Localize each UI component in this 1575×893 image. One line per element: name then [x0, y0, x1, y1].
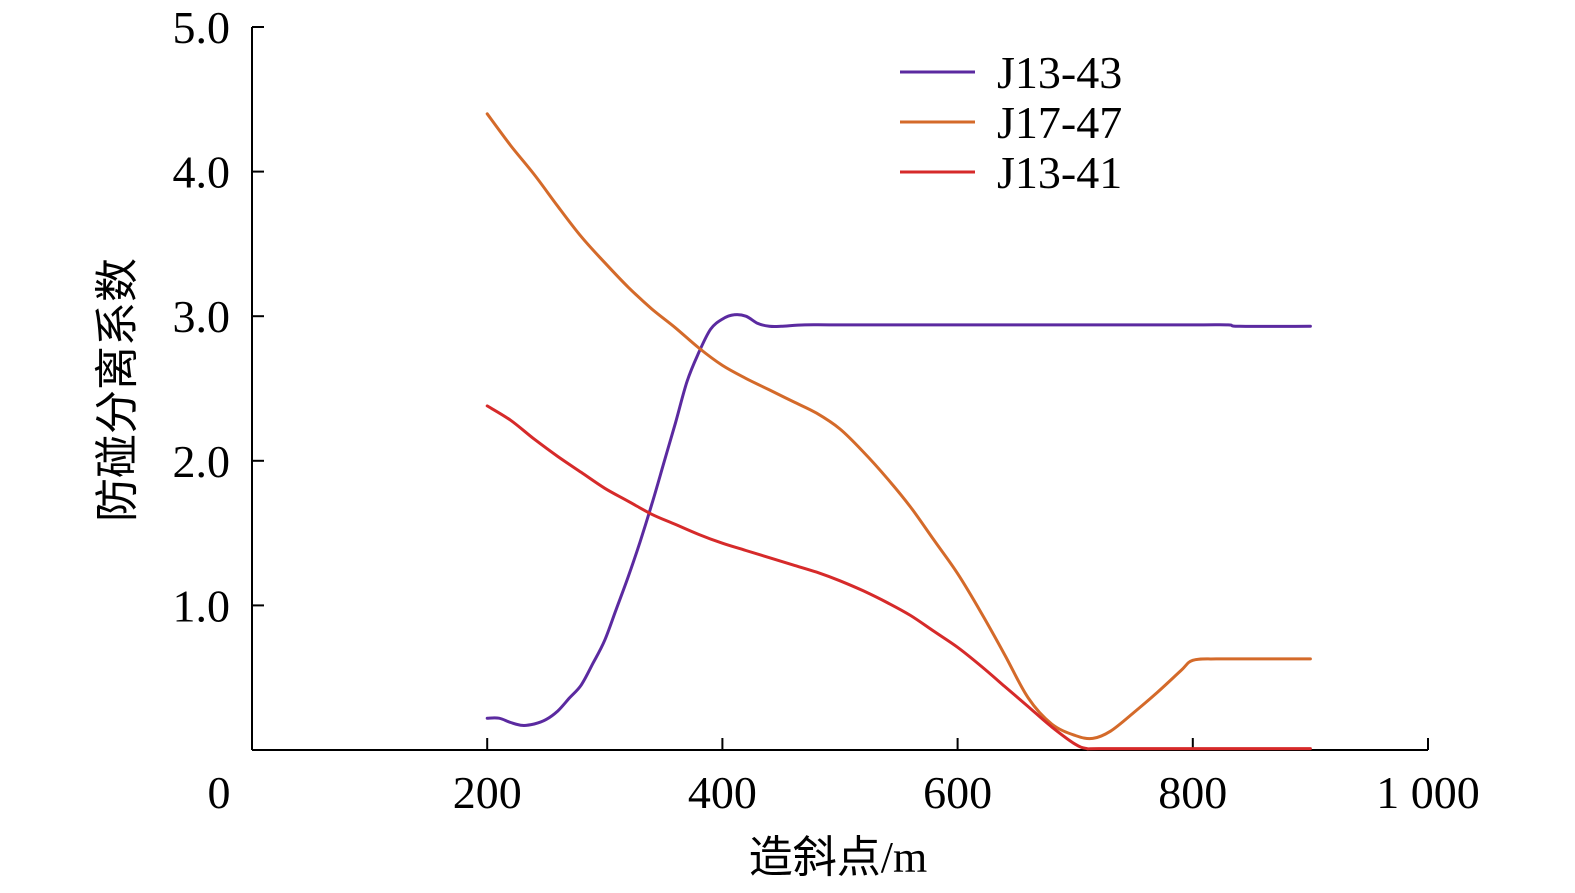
series-lines [485, 112, 1312, 751]
y-tick-label: 4.0 [173, 147, 231, 198]
x-axis-title: 造斜点/m [749, 833, 927, 882]
y-axis-ticks: 1.0 2.0 3.0 4.0 5.0 [173, 2, 264, 631]
x-tick-label: 600 [923, 767, 992, 818]
y-tick-label: 3.0 [173, 291, 231, 342]
x-tick-label: 1 000 [1376, 767, 1480, 818]
x-tick-label: 400 [688, 767, 757, 818]
x-tick-label: 200 [453, 767, 522, 818]
legend-label: J17-47 [997, 97, 1122, 148]
chart-axes [251, 27, 1428, 751]
series-line-j17-47 [485, 112, 1312, 741]
x-tick-label: 800 [1158, 767, 1227, 818]
legend-label: J13-43 [997, 47, 1122, 98]
x-tick-label: 0 [208, 767, 231, 818]
legend-label: J13-41 [997, 147, 1122, 198]
series-line-j13-41 [485, 404, 1312, 751]
y-axis-title: 防碰分离系数 [93, 258, 142, 522]
x-axis-ticks: 0 200 400 600 800 1 000 [208, 738, 1480, 818]
series-line-j13-43 [485, 313, 1312, 727]
y-tick-label: 2.0 [173, 436, 231, 487]
y-tick-label: 5.0 [173, 2, 231, 53]
y-tick-label: 1.0 [173, 580, 231, 631]
